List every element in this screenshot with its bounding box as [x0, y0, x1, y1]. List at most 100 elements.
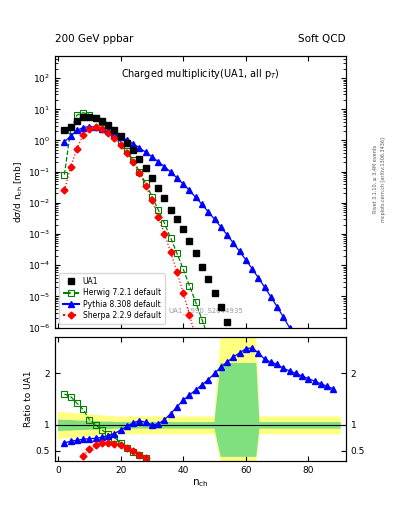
Pythia 8.308 default: [75, 127, 79, 134]
Pythia 8.308 default: [275, 304, 279, 310]
Pythia 8.308 default: [162, 163, 167, 169]
Sherpa 2.2.9 default: [212, 408, 217, 414]
Text: mcplots.cern.ch [arXiv:1306.3436]: mcplots.cern.ch [arXiv:1306.3436]: [381, 137, 386, 222]
Sherpa 2.2.9 default: [75, 145, 79, 152]
Herwig 7.2.1 default: [162, 220, 167, 226]
Sherpa 2.2.9 default: [143, 183, 148, 189]
Text: 200 GeV ppbar: 200 GeV ppbar: [55, 33, 133, 44]
Sherpa 2.2.9 default: [118, 142, 123, 148]
Herwig 7.2.1 default: [168, 235, 173, 241]
Herwig 7.2.1 default: [206, 334, 211, 340]
Pythia 8.308 default: [131, 141, 136, 147]
Pythia 8.308 default: [174, 175, 179, 181]
Y-axis label: Ratio to UA1: Ratio to UA1: [24, 371, 33, 428]
Pythia 8.308 default: [243, 257, 248, 263]
X-axis label: n$_{\rm ch}$: n$_{\rm ch}$: [192, 477, 209, 489]
Herwig 7.2.1 default: [93, 115, 98, 121]
Herwig 7.2.1 default: [250, 471, 254, 477]
Herwig 7.2.1 default: [143, 180, 148, 186]
Text: UA1_1990_S2044935: UA1_1990_S2044935: [169, 307, 244, 314]
Pythia 8.308 default: [219, 224, 223, 230]
Pythia 8.308 default: [287, 325, 292, 331]
Pythia 8.308 default: [325, 395, 329, 401]
Line: Pythia 8.308 default: Pythia 8.308 default: [64, 126, 333, 412]
Pythia 8.308 default: [68, 133, 73, 139]
Pythia 8.308 default: [256, 274, 261, 281]
Pythia 8.308 default: [193, 195, 198, 201]
Sherpa 2.2.9 default: [225, 462, 230, 468]
Pythia 8.308 default: [331, 409, 336, 415]
Sherpa 2.2.9 default: [99, 126, 104, 132]
Sherpa 2.2.9 default: [87, 125, 92, 132]
Sherpa 2.2.9 default: [106, 130, 110, 136]
Sherpa 2.2.9 default: [206, 382, 211, 389]
Herwig 7.2.1 default: [125, 147, 129, 154]
Sherpa 2.2.9 default: [125, 150, 129, 156]
Pythia 8.308 default: [112, 131, 117, 137]
Herwig 7.2.1 default: [87, 112, 92, 118]
Pythia 8.308 default: [300, 346, 305, 352]
Sherpa 2.2.9 default: [187, 312, 192, 318]
Herwig 7.2.1 default: [68, 127, 73, 133]
Herwig 7.2.1 default: [231, 409, 236, 415]
Pythia 8.308 default: [137, 145, 142, 151]
Herwig 7.2.1 default: [181, 266, 185, 272]
Pythia 8.308 default: [206, 209, 211, 215]
Sherpa 2.2.9 default: [200, 358, 204, 364]
Pythia 8.308 default: [306, 358, 311, 364]
Pythia 8.308 default: [237, 248, 242, 254]
Herwig 7.2.1 default: [200, 316, 204, 323]
Sherpa 2.2.9 default: [219, 434, 223, 440]
Pythia 8.308 default: [294, 335, 298, 342]
Herwig 7.2.1 default: [256, 493, 261, 499]
Herwig 7.2.1 default: [131, 157, 136, 163]
Pythia 8.308 default: [231, 240, 236, 246]
Pythia 8.308 default: [125, 137, 129, 143]
Pythia 8.308 default: [143, 149, 148, 155]
Pythia 8.308 default: [181, 181, 185, 187]
Pythia 8.308 default: [262, 284, 267, 290]
Y-axis label: d$\sigma$/d n$_{\rm ch}$ [mb]: d$\sigma$/d n$_{\rm ch}$ [mb]: [12, 161, 25, 223]
Herwig 7.2.1 default: [150, 194, 154, 200]
Pythia 8.308 default: [99, 125, 104, 132]
Text: Charged multiplicity(UA1, all p$_T$): Charged multiplicity(UA1, all p$_T$): [121, 67, 280, 81]
Herwig 7.2.1 default: [174, 250, 179, 257]
Pythia 8.308 default: [93, 124, 98, 130]
Herwig 7.2.1 default: [81, 110, 86, 116]
Pythia 8.308 default: [156, 159, 161, 165]
Sherpa 2.2.9 default: [168, 249, 173, 255]
Sherpa 2.2.9 default: [93, 124, 98, 130]
Pythia 8.308 default: [318, 382, 323, 389]
Text: Rivet 3.1.10, ≥ 3.4M events: Rivet 3.1.10, ≥ 3.4M events: [373, 145, 378, 214]
Herwig 7.2.1 default: [156, 207, 161, 213]
Line: Herwig 7.2.1 default: Herwig 7.2.1 default: [64, 113, 258, 496]
Pythia 8.308 default: [150, 154, 154, 160]
Herwig 7.2.1 default: [193, 299, 198, 305]
Herwig 7.2.1 default: [243, 450, 248, 456]
Sherpa 2.2.9 default: [174, 269, 179, 275]
Herwig 7.2.1 default: [237, 429, 242, 435]
Sherpa 2.2.9 default: [81, 132, 86, 138]
Herwig 7.2.1 default: [212, 352, 217, 358]
Sherpa 2.2.9 default: [137, 170, 142, 176]
Pythia 8.308 default: [312, 370, 317, 376]
Pythia 8.308 default: [187, 187, 192, 194]
Pythia 8.308 default: [268, 293, 273, 300]
Sherpa 2.2.9 default: [181, 290, 185, 296]
Legend: UA1, Herwig 7.2.1 default, Pythia 8.308 default, Sherpa 2.2.9 default: UA1, Herwig 7.2.1 default, Pythia 8.308 …: [59, 273, 165, 324]
Pythia 8.308 default: [212, 216, 217, 222]
Sherpa 2.2.9 default: [131, 159, 136, 165]
Herwig 7.2.1 default: [137, 168, 142, 175]
Pythia 8.308 default: [200, 201, 204, 207]
Herwig 7.2.1 default: [99, 119, 104, 125]
Pythia 8.308 default: [168, 169, 173, 175]
Pythia 8.308 default: [87, 123, 92, 130]
Sherpa 2.2.9 default: [150, 197, 154, 203]
Sherpa 2.2.9 default: [231, 490, 236, 496]
Sherpa 2.2.9 default: [112, 135, 117, 141]
Herwig 7.2.1 default: [219, 370, 223, 376]
Herwig 7.2.1 default: [118, 139, 123, 145]
Sherpa 2.2.9 default: [156, 214, 161, 220]
Text: Soft QCD: Soft QCD: [298, 33, 346, 44]
Sherpa 2.2.9 default: [62, 187, 67, 194]
